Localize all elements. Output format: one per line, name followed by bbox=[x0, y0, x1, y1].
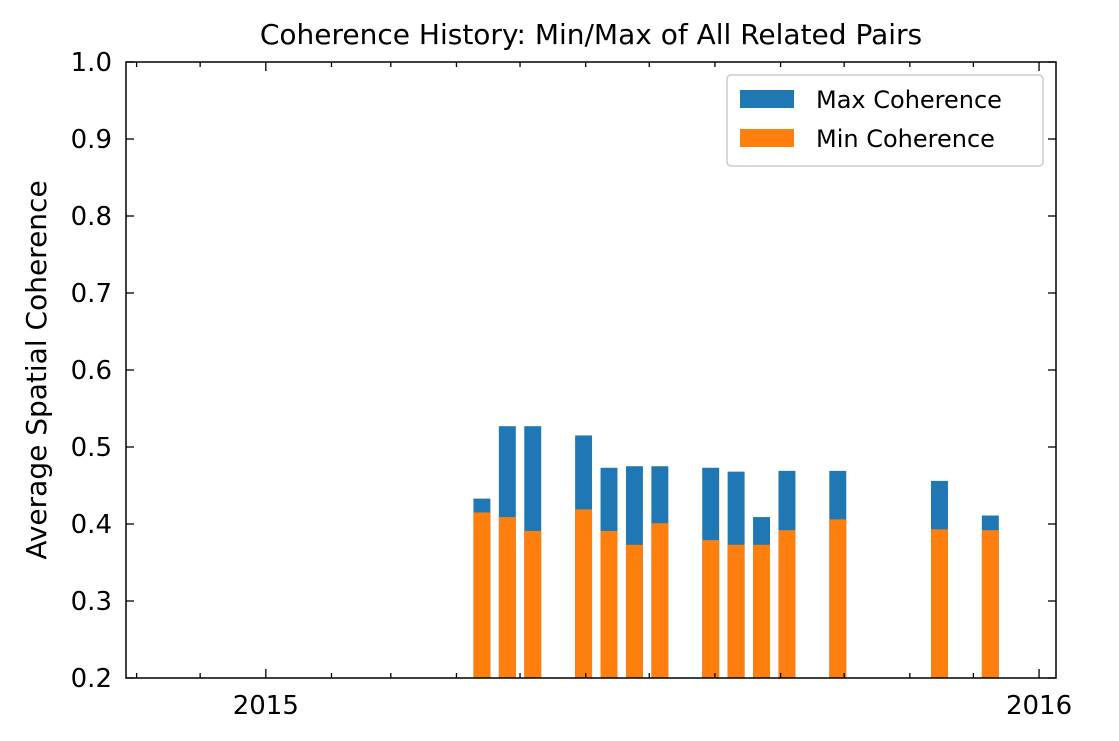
bar-min-4 bbox=[600, 530, 618, 678]
legend-box bbox=[726, 74, 1044, 167]
y-tick-label: 0.6 bbox=[71, 356, 112, 386]
tick-group: 0.2 0.3 0.4 0.5 0.6 0.7 0.8 0.9 1.0 2015 2016 bbox=[71, 48, 1072, 721]
bar-min-10 bbox=[778, 530, 796, 678]
y-tick-label: 0.2 bbox=[71, 664, 112, 694]
y-tick-label: 1.0 bbox=[71, 48, 112, 78]
y-tick-label: 0.7 bbox=[71, 279, 112, 309]
y-axis-label: Average Spatial Coherence bbox=[20, 180, 53, 559]
y-tick-label: 0.9 bbox=[71, 125, 112, 155]
legend: Max Coherence Min Coherence bbox=[726, 74, 1044, 167]
plot-frame bbox=[125, 61, 1057, 679]
chart-title: Coherence History: Min/Max of All Relate… bbox=[260, 18, 922, 51]
bar-min-13 bbox=[981, 530, 999, 678]
y-tick-label: 0.4 bbox=[71, 510, 112, 540]
bar-min-8 bbox=[727, 544, 745, 678]
bar-min-5 bbox=[625, 544, 643, 678]
legend-swatch-min bbox=[740, 129, 794, 147]
y-tick-label: 0.8 bbox=[71, 202, 112, 232]
bar-min-7 bbox=[702, 540, 720, 678]
bar-min-1 bbox=[498, 517, 516, 678]
x-tick-label: 2016 bbox=[1006, 691, 1072, 721]
bar-min-0 bbox=[473, 512, 491, 678]
x-tick-label: 2015 bbox=[233, 691, 299, 721]
bar-group bbox=[473, 426, 999, 678]
bar-min-12 bbox=[931, 529, 948, 678]
bar-min-3 bbox=[575, 509, 593, 678]
legend-label-min: Min Coherence bbox=[816, 125, 995, 153]
bar-min-2 bbox=[524, 530, 542, 678]
legend-label-max: Max Coherence bbox=[816, 86, 1002, 114]
y-tick-label: 0.5 bbox=[71, 433, 112, 463]
bar-min-9 bbox=[753, 544, 771, 678]
bar-min-11 bbox=[829, 519, 847, 678]
y-tick-label: 0.3 bbox=[71, 587, 112, 617]
bar-min-6 bbox=[651, 523, 669, 678]
legend-swatch-max bbox=[740, 90, 794, 108]
